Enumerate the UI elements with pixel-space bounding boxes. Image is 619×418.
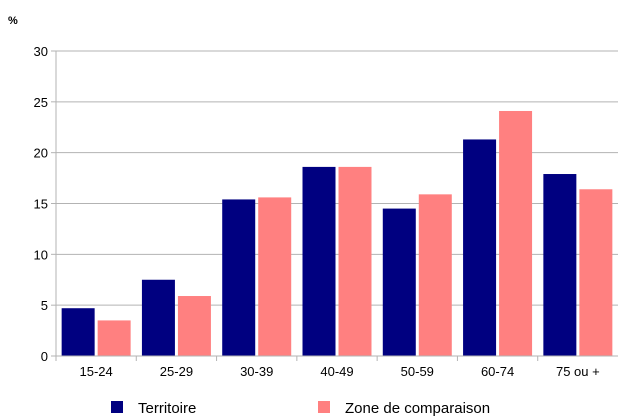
bar-zone-de-comparaison-40-49 (338, 166, 372, 356)
y-axis-unit-label: % (8, 15, 18, 27)
bars (61, 110, 613, 356)
y-tick-label-25: 25 (34, 95, 48, 110)
y-tick-label-30: 30 (34, 44, 48, 59)
axes (51, 50, 618, 361)
legend-label-zone-de-comparaison: Zone de comparaison (345, 400, 490, 417)
bar-zone-de-comparaison-30-39 (258, 197, 292, 356)
y-tick-label-10: 10 (34, 247, 48, 262)
legend: Territoire Zone de comparaison (111, 400, 490, 417)
x-tick-label-15-24: 15-24 (80, 364, 113, 379)
gridlines (56, 50, 618, 306)
bar-zone-de-comparaison-75-ou- (579, 189, 613, 356)
x-tick-label-30-39: 30-39 (240, 364, 273, 379)
y-tick-label-15: 15 (34, 197, 48, 212)
x-tick-labels: 15-24 25-29 30-39 40-49 50-59 60-74 75 ou + (80, 364, 600, 379)
bar-zone-de-comparaison-50-59 (418, 194, 452, 356)
y-tick-label-20: 20 (34, 146, 48, 161)
legend-swatch-territoire (111, 401, 123, 413)
x-tick-label-60-74: 60-74 (481, 364, 514, 379)
x-tick-label-25-29: 25-29 (160, 364, 193, 379)
legend-label-territoire: Territoire (138, 400, 196, 417)
y-tick-label-0: 0 (41, 349, 48, 364)
y-tick-label-5: 5 (41, 298, 48, 313)
bar-territoire-30-39 (222, 199, 256, 356)
y-tick-labels: 0 5 10 15 20 25 30 (34, 44, 48, 364)
bar-zone-de-comparaison-15-24 (97, 320, 131, 356)
x-tick-label-50-59: 50-59 (401, 364, 434, 379)
x-tick-label-40-49: 40-49 (320, 364, 353, 379)
bar-territoire-75-ou- (543, 174, 577, 356)
bar-territoire-15-24 (61, 308, 95, 356)
legend-swatch-zone-de-comparaison (318, 401, 330, 413)
bar-territoire-50-59 (382, 208, 416, 356)
x-tick-label-75-ou-: 75 ou + (556, 364, 600, 379)
bar-territoire-25-29 (141, 279, 175, 356)
bar-zone-de-comparaison-25-29 (177, 296, 211, 356)
bar-territoire-40-49 (302, 166, 336, 356)
bar-zone-de-comparaison-60-74 (499, 110, 533, 356)
bar-territoire-60-74 (463, 139, 497, 356)
